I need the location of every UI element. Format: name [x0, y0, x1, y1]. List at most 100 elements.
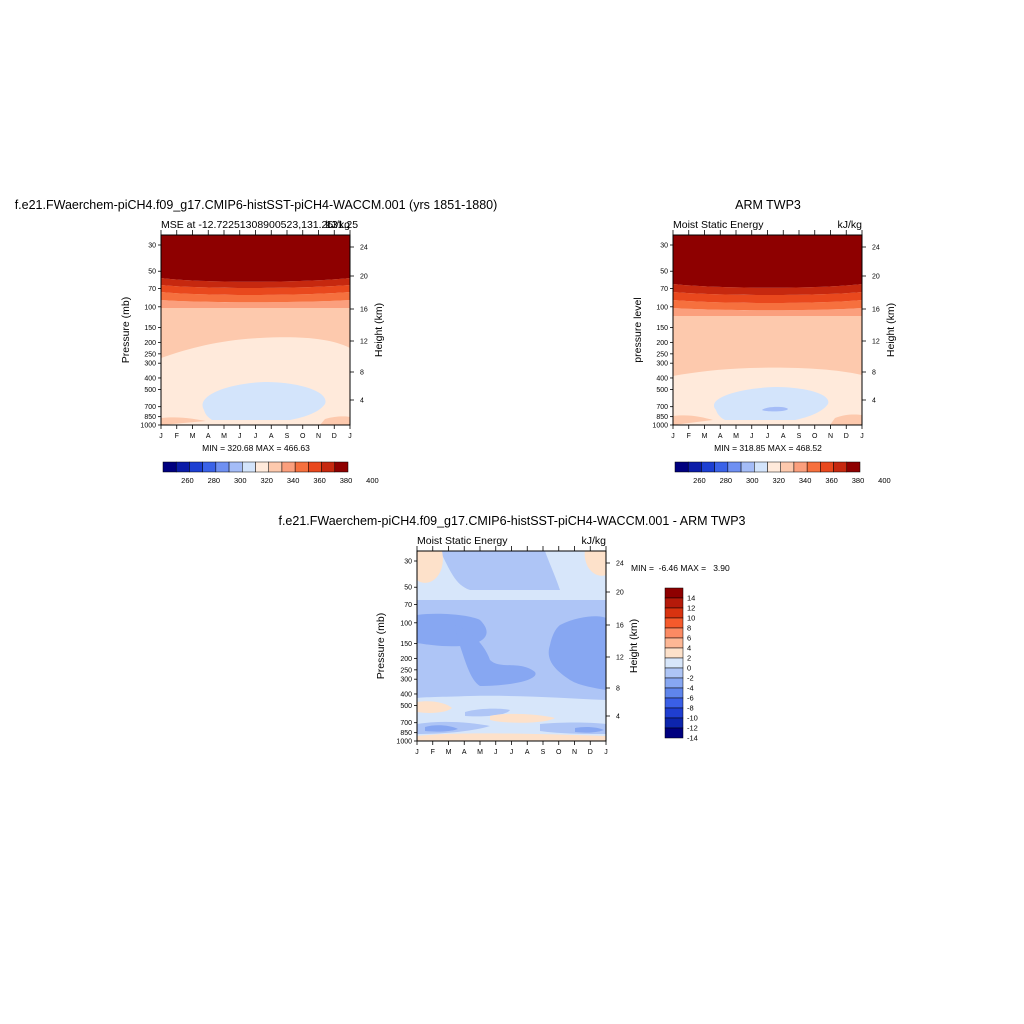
- y-tick-label: 30: [148, 243, 156, 250]
- panel-diff-ylabel-right: Height (km): [628, 619, 640, 673]
- panel-model-ylabel: Pressure (mb): [120, 297, 132, 364]
- colorbar-swatch: [664, 707, 684, 719]
- y-tick-label: 100: [144, 304, 156, 311]
- x-tick-label: J: [604, 749, 608, 756]
- colorbar-label: 340: [799, 476, 812, 485]
- x-tick-label: M: [190, 433, 196, 440]
- x-tick-label: M: [733, 433, 739, 440]
- y-right-tick-label: 16: [360, 307, 368, 314]
- colorbar-label: -4: [687, 684, 694, 693]
- y-right-tick-label: 4: [616, 714, 620, 721]
- y-tick-label: 30: [660, 243, 668, 250]
- panel-obs-units: kJ/kg: [837, 219, 862, 231]
- x-tick-label: O: [812, 433, 818, 440]
- y-tick-label: 50: [660, 269, 668, 276]
- x-tick-label: M: [702, 433, 708, 440]
- x-tick-label: S: [797, 433, 802, 440]
- panel-model-units: kJ/kg: [325, 219, 350, 231]
- panel-diff-units: kJ/kg: [581, 535, 606, 547]
- colorbar-label: 300: [746, 476, 759, 485]
- y-tick-label: 200: [656, 340, 668, 347]
- y-tick-label: 200: [400, 656, 412, 663]
- x-tick-label: A: [269, 433, 274, 440]
- panel-model: f.e21.FWaerchem-piCH4.f09_g17.CMIP6-hist…: [15, 198, 498, 485]
- y-tick-label: 1000: [140, 423, 156, 430]
- colorbar-swatch: [833, 461, 848, 473]
- x-tick-label: F: [431, 749, 435, 756]
- y-tick-label: 1000: [396, 739, 412, 746]
- y-tick-label: 400: [400, 691, 412, 698]
- colorbar-swatch: [664, 607, 684, 619]
- y-tick-label: 300: [144, 361, 156, 368]
- panel-diff-subtitle: Moist Static Energy: [417, 535, 508, 547]
- y-tick-label: 850: [144, 414, 156, 421]
- colorbar-swatch: [664, 697, 684, 709]
- x-tick-label: J: [510, 749, 514, 756]
- colorbar-label: 400: [366, 476, 379, 485]
- y-tick-label: 250: [144, 351, 156, 358]
- colorbar-swatch: [806, 461, 821, 473]
- colorbar-swatch: [242, 461, 256, 473]
- x-tick-label: M: [221, 433, 227, 440]
- colorbar-label: 14: [687, 594, 695, 603]
- colorbar-swatch: [740, 461, 755, 473]
- panel-obs-ylabel-right: Height (km): [885, 303, 897, 357]
- colorbar-label: 280: [208, 476, 221, 485]
- colorbar-swatch: [701, 461, 715, 473]
- y-right-tick-label: 12: [872, 339, 880, 346]
- y-tick-label: 150: [656, 325, 668, 332]
- y-tick-label: 100: [656, 304, 668, 311]
- colorbar-label: 340: [287, 476, 300, 485]
- colorbar-label: 4: [687, 644, 691, 653]
- colorbar-label: -12: [687, 724, 698, 733]
- panel-obs-ylabel: pressure level: [632, 297, 644, 362]
- colorbar-swatch: [754, 461, 768, 473]
- colorbar-swatch: [714, 461, 729, 473]
- colorbar-swatch: [664, 597, 684, 609]
- x-tick-label: N: [572, 749, 577, 756]
- y-right-tick-label: 20: [616, 590, 624, 597]
- y-right-tick-label: 24: [360, 245, 368, 252]
- colorbar-label: 380: [340, 476, 353, 485]
- colorbar-label: 2: [687, 654, 691, 663]
- colorbar-label: 10: [687, 614, 695, 623]
- panel-diff-title: f.e21.FWaerchem-piCH4.f09_g17.CMIP6-hist…: [278, 514, 745, 528]
- y-right-tick-label: 4: [872, 398, 876, 405]
- colorbar-label: 400: [878, 476, 891, 485]
- colorbar-swatch: [664, 617, 684, 629]
- x-tick-label: O: [556, 749, 562, 756]
- y-tick-label: 700: [400, 720, 412, 727]
- x-tick-label: D: [844, 433, 849, 440]
- colorbar-swatch: [664, 727, 684, 739]
- colorbar-swatch: [687, 461, 702, 473]
- colorbar-label: 260: [693, 476, 706, 485]
- x-tick-label: A: [781, 433, 786, 440]
- colorbar-swatch: [780, 461, 795, 473]
- y-right-tick-label: 20: [360, 274, 368, 281]
- y-tick-label: 500: [656, 387, 668, 394]
- colorbar-label: -6: [687, 694, 694, 703]
- panel-model-field: [160, 234, 351, 426]
- colorbar-swatch: [664, 637, 684, 649]
- colorbar-label: -10: [687, 714, 698, 723]
- colorbar-swatch: [664, 587, 684, 599]
- colorbar-swatch: [727, 461, 742, 473]
- y-tick-label: 200: [144, 340, 156, 347]
- x-tick-label: J: [750, 433, 754, 440]
- colorbar-swatch: [202, 461, 217, 473]
- panel-obs-subtitle: Moist Static Energy: [673, 219, 764, 231]
- y-right-tick-label: 16: [616, 623, 624, 630]
- y-tick-label: 700: [144, 404, 156, 411]
- y-tick-label: 50: [404, 585, 412, 592]
- colorbar-label: 320: [260, 476, 273, 485]
- y-right-tick-label: 24: [872, 245, 880, 252]
- y-tick-label: 300: [400, 677, 412, 684]
- panel-model-ylabel-right: Height (km): [373, 303, 385, 357]
- panel-obs-minmax: MIN = 318.85 MAX = 468.52: [714, 443, 822, 453]
- colorbar-swatch: [321, 461, 336, 473]
- y-tick-label: 1000: [652, 423, 668, 430]
- y-tick-label: 70: [404, 602, 412, 609]
- y-right-tick-label: 8: [616, 686, 620, 693]
- x-tick-label: N: [828, 433, 833, 440]
- panel-diff: f.e21.FWaerchem-piCH4.f09_g17.CMIP6-hist…: [278, 514, 745, 756]
